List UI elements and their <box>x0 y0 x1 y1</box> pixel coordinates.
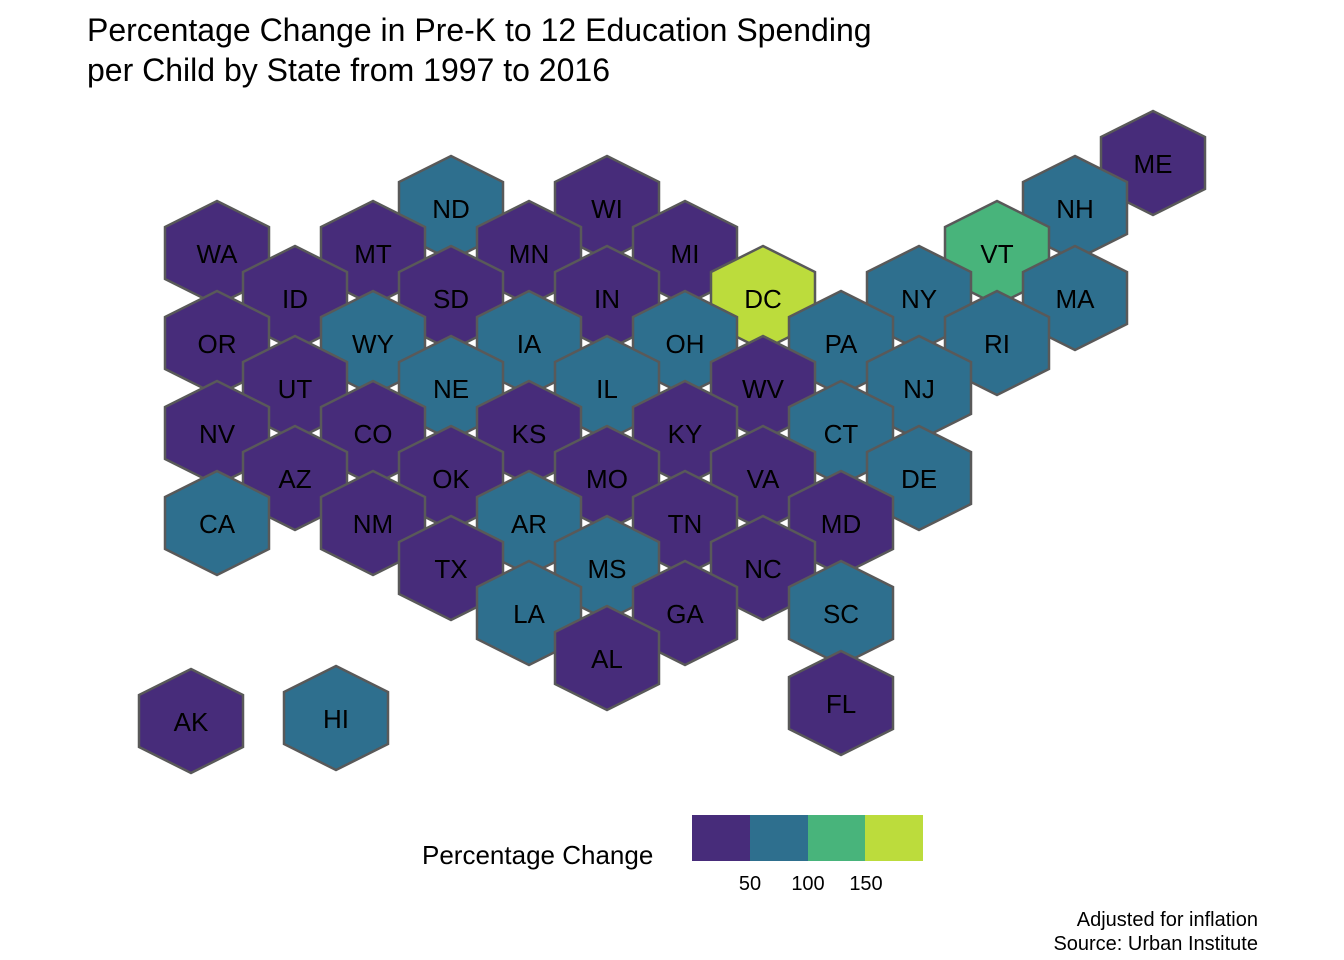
state-hex-al: AL <box>553 604 661 712</box>
state-label-or: OR <box>198 329 237 359</box>
state-label-oh: OH <box>666 329 705 359</box>
legend-swatch-2 <box>749 815 808 861</box>
state-label-wy: WY <box>352 329 394 359</box>
state-label-tx: TX <box>434 554 467 584</box>
state-label-ga: GA <box>666 599 704 629</box>
state-tile-hi <box>282 664 390 772</box>
state-label-nc: NC <box>744 554 782 584</box>
state-label-ky: KY <box>668 419 703 449</box>
map-title: Percentage Change in Pre-K to 12 Educati… <box>87 10 872 90</box>
legend-color-bar <box>692 815 923 861</box>
state-label-mt: MT <box>354 239 392 269</box>
state-label-sd: SD <box>433 284 469 314</box>
state-label-wv: WV <box>742 374 785 404</box>
state-label-ks: KS <box>512 419 547 449</box>
state-hex-sc: SC <box>787 559 895 667</box>
state-label-md: MD <box>821 509 861 539</box>
state-label-ms: MS <box>588 554 627 584</box>
state-label-id: ID <box>282 284 308 314</box>
state-label-nh: NH <box>1056 194 1094 224</box>
state-hex-fl: FL <box>787 649 895 757</box>
state-label-nv: NV <box>199 419 236 449</box>
state-tile-ca <box>163 469 271 577</box>
state-label-mi: MI <box>671 239 700 269</box>
state-label-il: IL <box>596 374 618 404</box>
state-tile-al <box>553 604 661 712</box>
state-label-ak: AK <box>174 707 209 737</box>
state-label-vt: VT <box>980 239 1013 269</box>
state-hex-hi: HI <box>282 664 390 772</box>
state-label-co: CO <box>354 419 393 449</box>
state-label-pa: PA <box>825 329 858 359</box>
state-label-wa: WA <box>197 239 239 269</box>
state-label-hi: HI <box>323 704 349 734</box>
state-label-me: ME <box>1134 149 1173 179</box>
state-label-ri: RI <box>984 329 1010 359</box>
state-label-va: VA <box>747 464 780 494</box>
state-label-wi: WI <box>591 194 623 224</box>
state-label-ut: UT <box>278 374 313 404</box>
legend-tick-100: 100 <box>791 873 825 895</box>
state-label-ca: CA <box>199 509 236 539</box>
state-label-ct: CT <box>824 419 859 449</box>
state-label-de: DE <box>901 464 937 494</box>
state-label-dc: DC <box>744 284 782 314</box>
state-label-ny: NY <box>901 284 937 314</box>
state-label-tn: TN <box>668 509 703 539</box>
state-label-ar: AR <box>511 509 547 539</box>
state-label-ne: NE <box>433 374 469 404</box>
legend-swatch-1 <box>692 815 750 861</box>
state-label-ia: IA <box>517 329 542 359</box>
state-label-az: AZ <box>278 464 311 494</box>
state-label-nj: NJ <box>903 374 935 404</box>
state-label-nd: ND <box>432 194 470 224</box>
state-label-ma: MA <box>1056 284 1096 314</box>
legend-swatch-4 <box>865 815 923 861</box>
legend-tick-150: 150 <box>849 873 883 895</box>
state-label-sc: SC <box>823 599 859 629</box>
map-title-line-2: per Child by State from 1997 to 2016 <box>87 52 610 88</box>
legend-title: Percentage Change <box>422 840 654 870</box>
caption-line-1: Adjusted for inflation <box>1076 909 1258 931</box>
caption: Adjusted for inflation Source: Urban Ins… <box>1053 908 1258 956</box>
state-label-in: IN <box>594 284 620 314</box>
state-hex-ca: CA <box>163 469 271 577</box>
state-tile-ak <box>137 667 245 775</box>
map-title-line-1: Percentage Change in Pre-K to 12 Educati… <box>87 12 872 48</box>
state-hex-ak: AK <box>137 667 245 775</box>
legend-tick-50: 50 <box>738 873 762 895</box>
state-label-fl: FL <box>826 689 856 719</box>
state-label-mn: MN <box>509 239 549 269</box>
state-label-al: AL <box>591 644 623 674</box>
state-label-ok: OK <box>432 464 470 494</box>
legend-swatch-3 <box>807 815 866 861</box>
caption-line-2: Source: Urban Institute <box>1053 933 1258 955</box>
state-label-nm: NM <box>353 509 393 539</box>
state-label-la: LA <box>513 599 545 629</box>
state-label-mo: MO <box>586 464 628 494</box>
state-tile-fl <box>787 649 895 757</box>
